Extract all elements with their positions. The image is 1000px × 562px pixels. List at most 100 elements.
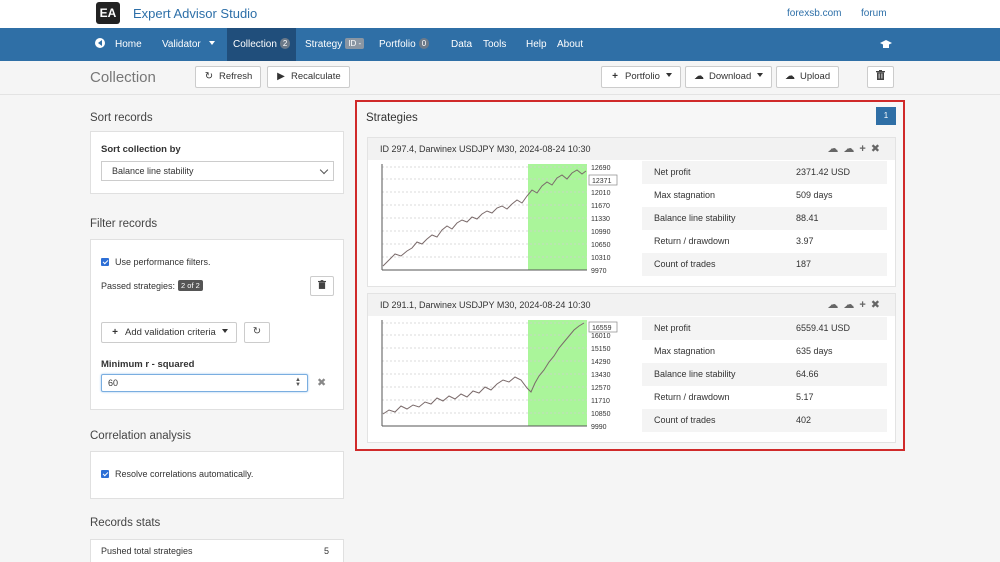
strategy-card[interactable]: ID 291.1, Darwinex USDJPY M30, 2024-08-2… [367, 293, 896, 443]
refresh-button[interactable]: ↻ Refresh [195, 66, 262, 88]
cloud-upload-icon[interactable]: ☁ [843, 143, 860, 155]
trash-icon [876, 70, 885, 80]
nav-tools[interactable]: Tools [483, 39, 507, 50]
strategy-card-header: ID 297.4, Darwinex USDJPY M30, 2024-08-2… [368, 138, 895, 160]
nav-validator[interactable]: Validator [162, 28, 215, 61]
y-tick-label: 13430 [591, 372, 611, 379]
spinner-arrows-icon[interactable]: ▲ ▼ [295, 377, 301, 388]
trash-icon [318, 280, 326, 289]
nav-home[interactable]: Home [95, 28, 142, 61]
strategy-id-badge: ID - [345, 38, 365, 49]
plus-icon[interactable]: + [859, 143, 871, 155]
balance-chart: 12690 12010 11670 11330 10990 10650 1031… [379, 162, 623, 280]
strategy-card[interactable]: ID 297.4, Darwinex USDJPY M30, 2024-08-2… [367, 137, 896, 287]
plus-icon: + [612, 71, 618, 82]
forexsb-link[interactable]: forexsb.com [787, 8, 842, 19]
current-value-box [588, 321, 618, 333]
resolve-correlations-label: Resolve correlations automatically. [115, 469, 254, 479]
app-logo[interactable]: EA [96, 2, 120, 24]
home-icon [95, 38, 105, 48]
resolve-correlations-checkbox[interactable] [101, 470, 109, 478]
balance-line [382, 322, 585, 415]
plus-icon[interactable]: + [859, 299, 871, 311]
plus-icon: + [112, 327, 118, 338]
current-value-label: 16559 [592, 325, 612, 332]
use-filters-checkbox[interactable] [101, 258, 109, 266]
pushed-total-value: 5 [324, 546, 330, 556]
cloud-download-icon[interactable]: ☁ [827, 299, 844, 311]
y-tick-label: 10850 [591, 411, 611, 418]
min-r-squared-label: Minimum r - squared [101, 359, 195, 370]
nav-strategy[interactable]: Strategy ID - [305, 28, 365, 61]
upload-button[interactable]: ☁ Upload [776, 66, 840, 88]
y-tick-label: 15150 [591, 346, 611, 353]
y-tick-label: 9970 [591, 268, 607, 275]
portfolio-button[interactable]: + Portfolio [601, 66, 681, 88]
graduation-cap-icon[interactable] [880, 40, 892, 48]
y-tick-labels: 12690 12010 11670 11330 10990 10650 1031… [591, 165, 611, 275]
nav-data[interactable]: Data [451, 39, 473, 50]
y-tick-labels: 16010 15150 14290 13430 12570 11710 1085… [591, 333, 611, 431]
out-of-sample-region [528, 320, 587, 426]
min-r-squared-input[interactable]: 60 ▲ ▼ [101, 374, 308, 392]
app-title[interactable]: Expert Advisor Studio [133, 6, 258, 21]
delete-button[interactable] [867, 66, 894, 88]
cloud-download-icon: ☁ [694, 71, 704, 82]
balance-line [382, 169, 587, 267]
chevron-down-icon [665, 73, 672, 77]
y-tick-label: 16010 [591, 333, 611, 340]
sync-button[interactable]: ↻ [244, 322, 270, 343]
stat-row: Max stagnation 509 days [654, 190, 833, 200]
nav-portfolio[interactable]: Portfolio 0 [379, 28, 430, 61]
cloud-download-icon[interactable]: ☁ [827, 143, 844, 155]
passed-strategies: Passed strategies: 2 of 2 [101, 280, 203, 291]
sort-by-label: Sort collection by [101, 144, 181, 155]
nav-collection[interactable]: Collection 2 [227, 28, 297, 61]
play-icon: ▶ [277, 71, 285, 82]
y-tick-label: 12690 [591, 165, 611, 172]
stat-row: Count of trades 187 [642, 253, 887, 276]
nav-about[interactable]: About [557, 39, 584, 50]
filter-records-title: Filter records [90, 218, 158, 230]
y-tick-label: 9990 [591, 424, 607, 431]
sort-by-select[interactable]: Balance line stability [101, 161, 334, 181]
y-tick-label: 10650 [591, 242, 611, 249]
sort-panel: Sort collection by Balance line stabilit… [90, 131, 344, 194]
y-tick-label: 12570 [591, 385, 611, 392]
correlation-title: Correlation analysis [90, 430, 191, 442]
y-tick-label: 11330 [591, 216, 610, 223]
remove-criterion-icon[interactable]: ✖ [317, 377, 327, 389]
sync-icon: ↻ [252, 326, 262, 337]
y-tick-label: 11670 [591, 203, 610, 210]
cloud-upload-icon[interactable]: ☁ [843, 299, 860, 311]
chevron-down-icon [319, 165, 329, 175]
y-tick-label: 10990 [591, 229, 611, 236]
download-button[interactable]: ☁ Download [685, 66, 773, 88]
filter-panel: Use performance filters. Passed strategi… [90, 239, 344, 410]
portfolio-count-badge: 0 [418, 38, 430, 49]
page-number-button[interactable]: 1 [876, 107, 896, 125]
close-icon[interactable]: ✖ [870, 299, 885, 311]
header-divider [0, 94, 1000, 95]
use-filters-label: Use performance filters. [115, 257, 211, 267]
nav-help[interactable]: Help [526, 39, 547, 50]
strategy-stats: Net profit 6559.41 USD Max stagnation 635 … [642, 317, 887, 432]
close-icon[interactable]: ✖ [870, 143, 885, 155]
current-value-label: 12371 [592, 178, 612, 185]
recalculate-button[interactable]: ▶ Recalculate [267, 66, 350, 88]
stat-row: Net profit 2371.42 USD [642, 161, 887, 184]
chevron-down-icon [221, 329, 228, 333]
stat-row: Return / drawdown 3.97 [654, 236, 814, 246]
correlation-panel: Resolve correlations automatically. [90, 451, 344, 499]
collection-count-badge: 2 [279, 38, 291, 49]
stat-row: Count of trades 402 [642, 409, 887, 432]
add-validation-criteria-button[interactable]: + Add validation criteria [101, 322, 237, 343]
card-actions: ☁☁+✖ [827, 298, 885, 311]
y-tick-label: 14290 [591, 359, 611, 366]
sort-records-title: Sort records [90, 112, 153, 124]
forum-link[interactable]: forum [861, 8, 887, 19]
y-tick-label: 12010 [591, 190, 611, 197]
chevron-down-icon [208, 41, 215, 45]
clear-filters-button[interactable] [310, 276, 334, 296]
current-value-box [588, 174, 618, 186]
